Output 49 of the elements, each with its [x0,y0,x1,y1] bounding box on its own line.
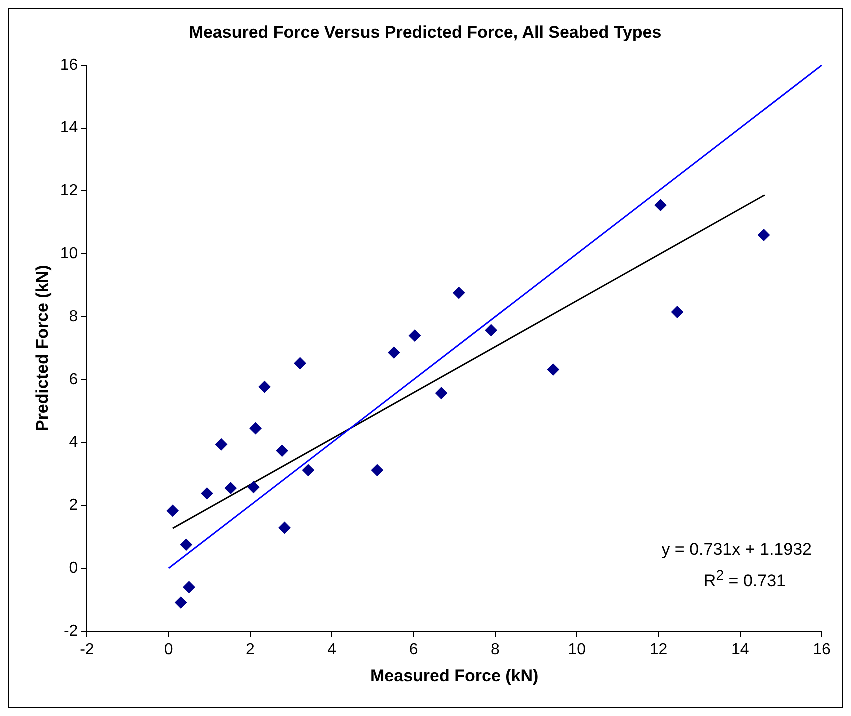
point [250,422,262,435]
chart-title: Measured Force Versus Predicted Force, All Seabed Types [189,22,662,42]
y-tick-label: 10 [60,245,78,262]
x-tick-label: 8 [490,641,500,658]
y-tick-label: 2 [69,497,78,514]
point [302,464,314,476]
x-tick-label: -2 [80,641,94,658]
point [175,596,188,609]
y-tick-label: 4 [69,434,78,452]
point [278,522,291,534]
point [248,481,260,494]
point [166,504,179,517]
point [654,199,667,212]
x-tick-label: 6 [409,641,418,658]
x-tick-label: 4 [328,641,337,658]
point [453,287,466,300]
x-tick-label: 10 [568,641,586,658]
point [436,387,448,400]
x-tick-label: 12 [650,641,668,658]
x-tick-label: 0 [164,641,174,658]
y-tick-label: 8 [69,308,78,326]
point [547,364,560,376]
point [388,346,400,359]
point [758,229,770,242]
y-tick-label: 12 [60,182,78,200]
x-tick-label: 2 [246,641,256,658]
y-tick-label: 14 [60,120,78,137]
point [671,306,684,318]
annotation: y = 0.731x + 1.1932 [662,539,812,561]
point [216,438,228,451]
point [294,357,306,370]
point [276,444,288,457]
point [485,324,498,336]
point [201,488,214,500]
y-tick-label: -2 [64,622,78,640]
y-tick-label: 0 [69,560,78,577]
point [409,330,421,342]
y-tick-label: 16 [60,56,78,74]
point [224,482,237,494]
x-tick-label: 14 [731,641,750,658]
point [371,464,384,476]
annotation: R$^{2}$ = 0.731 [702,567,787,593]
point [258,381,271,394]
x-tick-label: 16 [813,641,831,658]
point [183,581,196,594]
y-tick-label: 6 [69,371,78,388]
y-axis-title: Predicted Force (kN) [32,265,52,432]
x-axis-title: Measured Force (kN) [370,666,539,686]
point [180,538,192,551]
